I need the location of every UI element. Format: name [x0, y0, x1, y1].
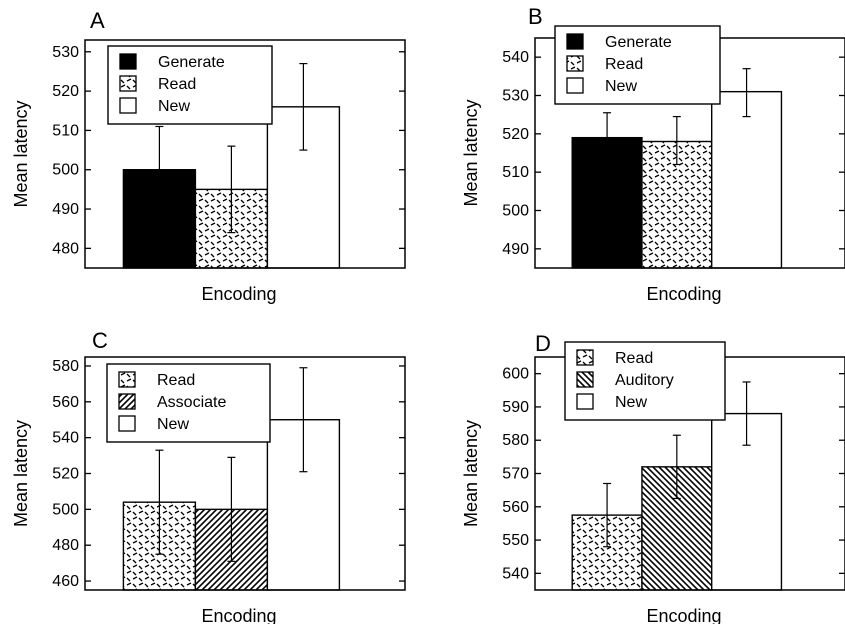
- y-tick-label: 460: [52, 573, 79, 590]
- y-tick-label: 480: [52, 240, 79, 257]
- y-tick-label: 520: [52, 83, 79, 100]
- bar-new: [711, 90, 783, 269]
- y-tick-label: 560: [52, 394, 79, 411]
- legend-label: New: [615, 394, 647, 411]
- x-axis-label: Encoding: [201, 284, 276, 304]
- panel-c: C 460 480 500 520 540 560 580 Encoding Mean laten…: [11, 328, 406, 624]
- error-bar-read: [227, 145, 236, 234]
- legend-swatch-read: [566, 55, 584, 72]
- legend-label: Read: [158, 76, 196, 93]
- legend-label: Associate: [157, 394, 226, 411]
- error-bar-new: [742, 381, 751, 446]
- legend: Read Auditory New: [564, 341, 726, 421]
- y-tick-label: 500: [52, 501, 79, 518]
- y-tick-label: 510: [52, 122, 79, 139]
- legend-label: Read: [605, 56, 643, 73]
- error-bar-generate: [603, 112, 612, 162]
- error-bar-associate: [227, 456, 236, 562]
- legend-swatch-generate: [566, 33, 584, 50]
- y-tick-label: 490: [502, 241, 529, 258]
- y-tick-label: 490: [52, 201, 79, 218]
- legend-swatch-read: [119, 75, 137, 92]
- y-tick-label: 520: [52, 466, 79, 483]
- legend-swatch-read: [576, 349, 594, 366]
- legend-label: New: [158, 98, 190, 115]
- y-axis-label: Mean latency: [461, 99, 481, 206]
- x-axis-label: Encoding: [201, 606, 276, 624]
- legend-swatch-new: [118, 415, 136, 432]
- y-tick-label: 540: [502, 49, 529, 66]
- panel-label: A: [90, 8, 105, 33]
- y-tick-label: 580: [52, 358, 79, 375]
- x-axis-label: Encoding: [646, 284, 721, 304]
- error-bar-generate: [155, 125, 164, 214]
- y-tick-label: 500: [52, 162, 79, 179]
- y-tick-label: 600: [502, 366, 529, 383]
- legend-label: Auditory: [615, 372, 674, 389]
- legend-label: Read: [157, 372, 195, 389]
- panel-d: D 540 550 560 570 580 590 600 Encoding Mean laten…: [461, 331, 845, 624]
- y-tick-label: 540: [502, 565, 529, 582]
- y-tick-label: 570: [502, 466, 529, 483]
- legend-swatch-generate: [119, 53, 137, 70]
- legend-swatch-new: [119, 97, 137, 114]
- y-axis-label: Mean latency: [11, 100, 31, 207]
- x-axis-label: Encoding: [646, 606, 721, 624]
- legend-label: Generate: [158, 54, 225, 71]
- legend-label: New: [157, 416, 189, 433]
- error-bar-new: [742, 68, 751, 118]
- y-tick-label: 510: [502, 164, 529, 181]
- legend-swatch-new: [566, 77, 584, 94]
- y-tick-label: 540: [52, 430, 79, 447]
- legend: Generate Read New: [554, 25, 721, 105]
- panel-label: D: [535, 331, 551, 356]
- y-tick-label: 550: [502, 532, 529, 549]
- legend-swatch-new: [576, 393, 594, 410]
- y-tick-label: 580: [502, 432, 529, 449]
- legend-label: New: [605, 78, 637, 95]
- y-tick-label: 530: [502, 88, 529, 105]
- panel-label: B: [528, 4, 543, 29]
- panel-a: A 480 490 500 510 520 530 Encoding Mean latency G…: [11, 8, 406, 304]
- y-tick-label: 530: [52, 44, 79, 61]
- error-bar-read: [603, 482, 612, 548]
- y-tick-label: 590: [502, 399, 529, 416]
- y-tick-label: 480: [52, 537, 79, 554]
- error-bar-read: [672, 115, 681, 166]
- panel-label: C: [92, 328, 108, 353]
- legend: Generate Read New: [107, 45, 273, 125]
- y-tick-label: 520: [502, 126, 529, 143]
- error-bar-new: [299, 62, 308, 151]
- y-tick-label: 560: [502, 499, 529, 516]
- y-axis-label: Mean latency: [11, 420, 31, 527]
- error-bar-read: [155, 449, 164, 555]
- error-bar-auditory: [672, 434, 681, 500]
- y-axis-label: Mean latency: [461, 420, 481, 527]
- legend: Read Associate New: [106, 363, 271, 443]
- y-tick-label: 500: [502, 203, 529, 220]
- legend-label: Read: [615, 350, 653, 367]
- legend-swatch-associate: [118, 393, 136, 410]
- plot-frame: [84, 39, 406, 269]
- error-bar-new: [299, 367, 308, 473]
- legend-label: Generate: [605, 34, 672, 51]
- legend-swatch-auditory: [576, 371, 594, 388]
- legend-swatch-read: [118, 371, 136, 388]
- panel-b: B 490 500 510 520 530 540 Encoding Mean latency G…: [461, 4, 845, 304]
